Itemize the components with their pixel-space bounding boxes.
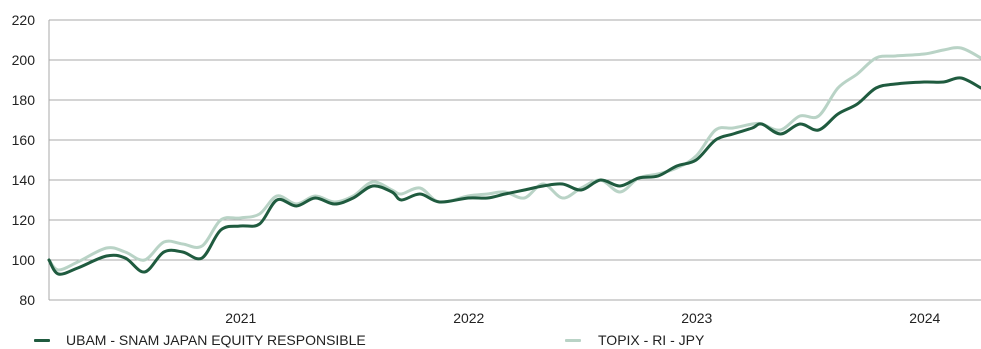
y-tick-label-100: 100 <box>12 252 36 268</box>
legend-swatch-0 <box>34 339 50 342</box>
x-tick-label-2023: 2023 <box>681 310 712 326</box>
series-lines <box>47 46 981 276</box>
y-tick-label-80: 80 <box>19 292 35 308</box>
x-tick-label-2024: 2024 <box>909 310 940 326</box>
x-tick-label-2021: 2021 <box>225 310 256 326</box>
y-tick-label-120: 120 <box>12 212 36 228</box>
y-tick-label-180: 180 <box>12 92 36 108</box>
legend-label-0: UBAM - SNAM JAPAN EQUITY RESPONSIBLE <box>66 332 366 348</box>
y-tick-label-160: 160 <box>12 132 36 148</box>
legend-swatch-1 <box>565 339 581 342</box>
legend: UBAM - SNAM JAPAN EQUITY RESPONSIBLE TOP… <box>34 332 705 348</box>
y-tick-label-140: 140 <box>12 172 36 188</box>
y-gridlines <box>48 19 981 301</box>
y-axis: 80 100 120 140 160 180 200 220 <box>12 12 36 308</box>
series-line-0 <box>47 76 981 276</box>
y-tick-label-200: 200 <box>12 52 36 68</box>
legend-item-1: TOPIX - RI - JPY <box>565 332 705 348</box>
legend-label-1: TOPIX - RI - JPY <box>598 332 705 348</box>
x-axis: 2021 2022 2023 2024 <box>225 310 940 326</box>
series-line-1 <box>47 46 981 272</box>
y-tick-label-220: 220 <box>12 12 36 28</box>
legend-item-0: UBAM - SNAM JAPAN EQUITY RESPONSIBLE <box>34 332 366 348</box>
x-tick-label-2022: 2022 <box>453 310 484 326</box>
